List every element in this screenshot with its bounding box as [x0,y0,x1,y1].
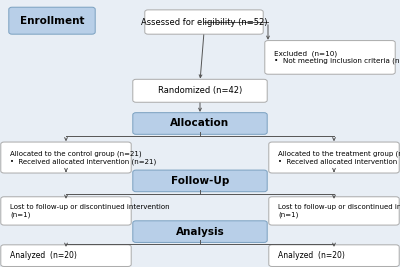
FancyBboxPatch shape [269,197,399,225]
FancyBboxPatch shape [269,142,399,173]
Text: Analysis: Analysis [176,227,224,237]
FancyBboxPatch shape [145,10,263,34]
FancyBboxPatch shape [1,245,131,266]
Text: Allocated to the control group (n=21)
•  Received allocated intervention (n=21): Allocated to the control group (n=21) • … [10,151,156,164]
Text: Lost to follow-up or discontinued intervention
(n=1): Lost to follow-up or discontinued interv… [278,204,400,218]
Text: Follow-Up: Follow-Up [171,176,229,186]
Text: Randomized (n=42): Randomized (n=42) [158,86,242,95]
Text: Assessed for eligibility (n=52): Assessed for eligibility (n=52) [141,18,267,26]
FancyBboxPatch shape [133,79,267,102]
Text: Enrollment: Enrollment [20,16,84,26]
Text: Allocated to the treatment group (n=21)
•  Received allocated intervention (n=21: Allocated to the treatment group (n=21) … [278,151,400,164]
Text: Analyzed  (n=20): Analyzed (n=20) [10,251,77,260]
Text: Excluded  (n=10)
•  Not meeting inclusion criteria (n=10): Excluded (n=10) • Not meeting inclusion … [274,50,400,64]
Text: Lost to follow-up or discontinued intervention
(n=1): Lost to follow-up or discontinued interv… [10,204,170,218]
FancyBboxPatch shape [9,7,95,34]
FancyBboxPatch shape [265,41,395,74]
Text: Analyzed  (n=20): Analyzed (n=20) [278,251,345,260]
FancyBboxPatch shape [133,221,267,242]
FancyBboxPatch shape [133,170,267,192]
FancyBboxPatch shape [133,113,267,134]
FancyBboxPatch shape [269,245,399,266]
FancyBboxPatch shape [1,142,131,173]
FancyBboxPatch shape [1,197,131,225]
Text: Allocation: Allocation [170,119,230,128]
